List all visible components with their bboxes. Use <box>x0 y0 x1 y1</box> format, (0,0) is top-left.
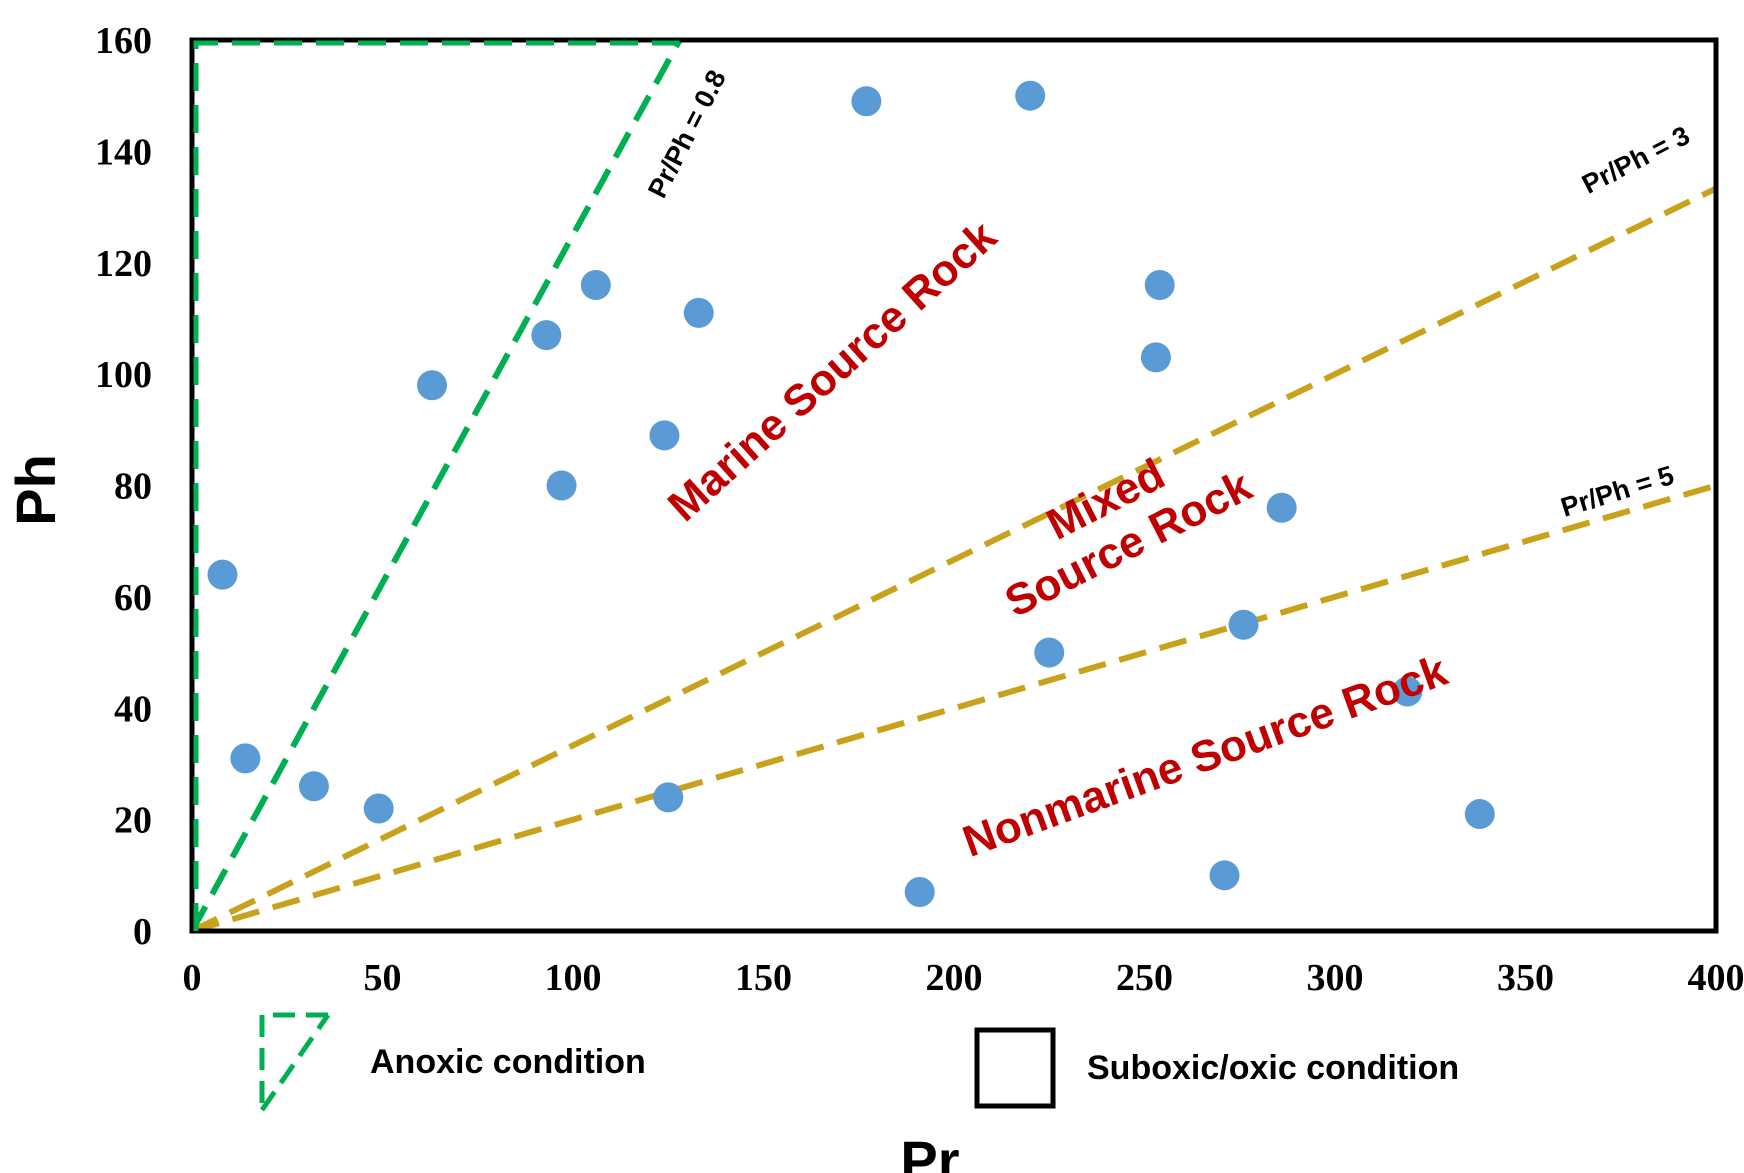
data-point-0-9 <box>653 782 684 813</box>
x-tick-label: 400 <box>1688 957 1744 999</box>
y-tick-label: 80 <box>114 466 152 508</box>
y-tick-label: 160 <box>95 20 152 62</box>
nonmarine-source-rock-label: Nonmarine Source Rock <box>957 646 1454 867</box>
x-axis-ticks: 0 50 100 150 200 250 300 350 400 <box>183 957 1744 999</box>
data-point-0-7 <box>580 270 611 301</box>
mixed-source-rock-label: Mixed Source Rock <box>997 449 1259 627</box>
data-point-0-13 <box>1015 80 1046 111</box>
data-point-0-15 <box>1140 342 1171 373</box>
plot-area-frame <box>189 37 1719 934</box>
y-tick-label: 140 <box>95 131 152 173</box>
legend: Anoxic condition Suboxic/oxic condition <box>259 1012 1459 1112</box>
data-points <box>207 80 1495 908</box>
data-point-0-20 <box>1392 676 1423 707</box>
y-tick-label: 100 <box>95 354 152 396</box>
y-tick-label: 120 <box>95 243 152 285</box>
data-point-0-8 <box>649 420 680 451</box>
data-point-0-4 <box>417 370 448 401</box>
legend-anoxic-label: Anoxic condition <box>370 1043 646 1081</box>
anoxic-boundary-line <box>193 40 680 931</box>
data-point-0-19 <box>1266 492 1297 523</box>
data-point-0-3 <box>363 793 394 824</box>
y-tick-label: 0 <box>133 911 152 953</box>
data-point-0-12 <box>904 877 935 908</box>
data-point-0-17 <box>1209 860 1240 891</box>
x-tick-label: 150 <box>735 957 792 999</box>
y-axis-ticks: 0 20 40 60 80 100 120 140 160 <box>95 20 152 953</box>
data-point-0-16 <box>1144 270 1175 301</box>
data-point-0-1 <box>230 743 261 774</box>
y-tick-label: 20 <box>114 800 152 842</box>
data-point-0-11 <box>851 86 882 117</box>
marine-source-rock-label: Marine Source Rock <box>659 211 1007 531</box>
ratio-label-0.8: Pr/Ph = 0.8 <box>642 65 732 202</box>
black-square-icon <box>974 1027 1056 1109</box>
x-tick-label: 250 <box>1116 957 1173 999</box>
data-point-0-0 <box>207 559 238 590</box>
legend-suboxic-label: Suboxic/oxic condition <box>1087 1049 1459 1087</box>
data-point-0-14 <box>1034 637 1065 668</box>
y-axis-title: Ph <box>4 454 67 526</box>
x-tick-label: 300 <box>1307 957 1364 999</box>
x-tick-label: 100 <box>545 957 602 999</box>
reference-lines <box>189 38 1718 934</box>
data-point-0-18 <box>1228 609 1259 640</box>
data-point-0-10 <box>683 297 714 328</box>
x-tick-label: 350 <box>1497 957 1554 999</box>
x-tick-label: 50 <box>364 957 402 999</box>
y-tick-label: 60 <box>114 577 152 619</box>
ratio-label-3: Pr/Ph = 3 <box>1577 120 1694 200</box>
data-point-0-6 <box>546 470 577 501</box>
x-tick-label: 200 <box>926 957 983 999</box>
y-tick-label: 40 <box>114 688 152 730</box>
x-axis-title: Pr <box>900 1129 959 1173</box>
x-tick-label: 0 <box>183 957 202 999</box>
data-point-0-5 <box>531 320 562 351</box>
data-point-0-2 <box>298 771 329 802</box>
ratio-line-0.8 <box>189 38 683 933</box>
data-point-0-21 <box>1464 799 1495 830</box>
ratio-line-3 <box>190 185 1718 934</box>
ratio-line-5 <box>191 482 1717 934</box>
anoxic-boundary <box>193 40 680 931</box>
green-dashed-triangle-icon <box>259 1012 331 1112</box>
